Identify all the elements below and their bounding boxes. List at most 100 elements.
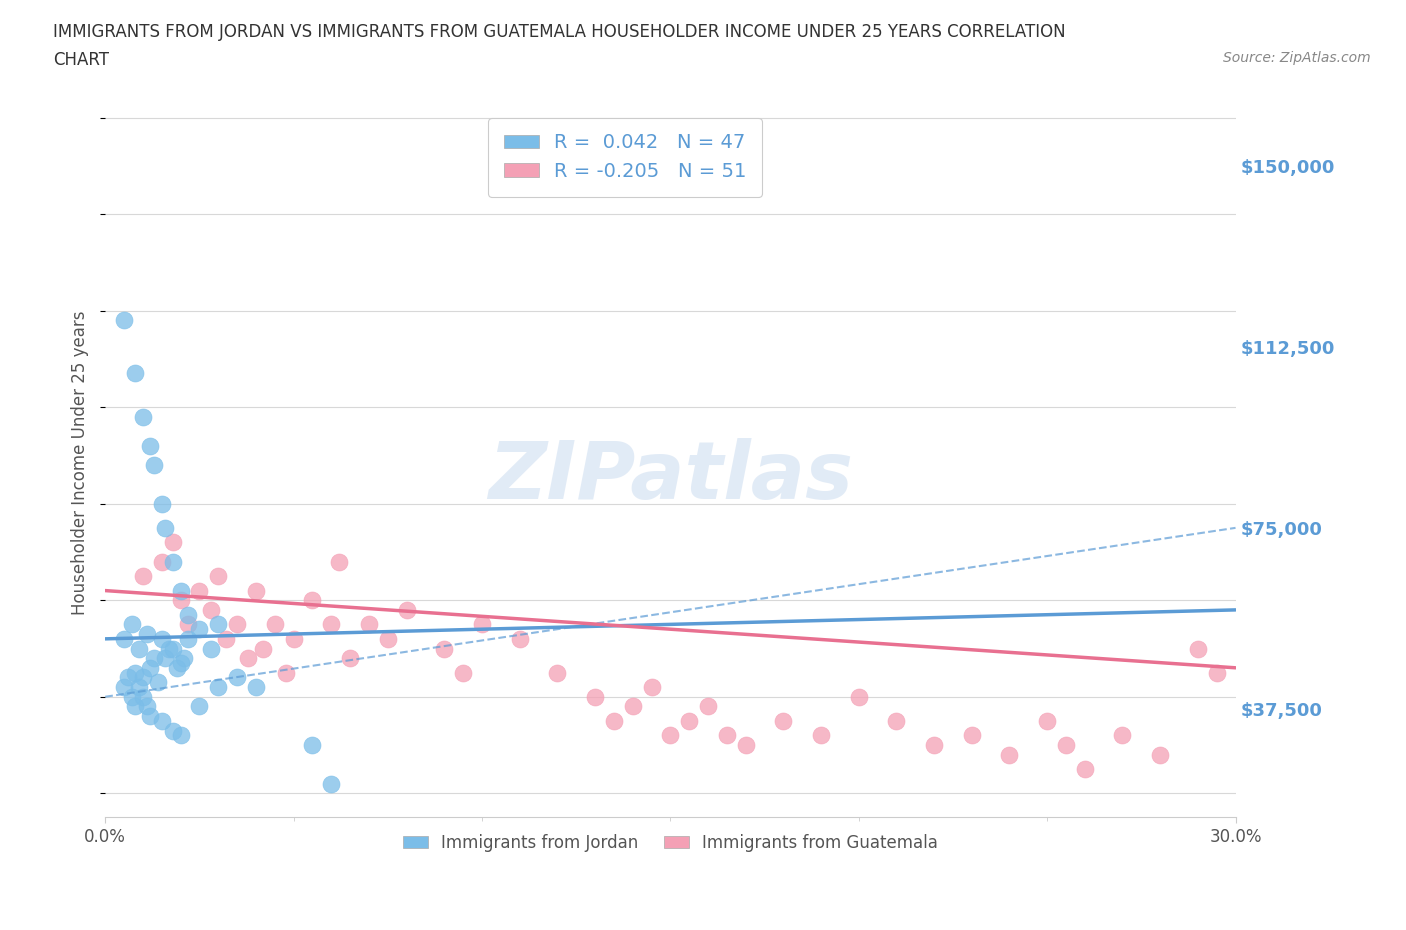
Point [169, 656, 191, 671]
Point [132, 670, 155, 684]
Point [301, 737, 323, 752]
Point [998, 747, 1021, 762]
Point [621, 699, 644, 714]
Point [301, 592, 323, 607]
Point [162, 724, 184, 738]
Point [135, 627, 157, 642]
Point [169, 583, 191, 598]
Point [169, 592, 191, 607]
Point [471, 617, 494, 631]
Point [112, 680, 135, 695]
Point [128, 680, 150, 695]
Point [1111, 728, 1133, 743]
Point [357, 617, 380, 631]
Point [121, 689, 143, 704]
Point [132, 409, 155, 424]
Point [810, 728, 832, 743]
Point [124, 366, 146, 381]
Point [135, 699, 157, 714]
Point [263, 617, 285, 631]
Point [922, 737, 945, 752]
Point [166, 660, 188, 675]
Point [132, 689, 155, 704]
Point [252, 641, 274, 656]
Point [117, 670, 139, 684]
Point [139, 709, 162, 724]
Point [162, 535, 184, 550]
Point [960, 728, 983, 743]
Point [433, 641, 456, 656]
Point [226, 670, 249, 684]
Point [546, 665, 568, 680]
Point [139, 438, 162, 453]
Point [177, 631, 200, 646]
Point [451, 665, 474, 680]
Point [848, 689, 870, 704]
Point [169, 728, 191, 743]
Point [188, 699, 211, 714]
Point [226, 617, 249, 631]
Point [157, 641, 180, 656]
Point [150, 713, 173, 728]
Point [215, 631, 238, 646]
Point [1187, 641, 1209, 656]
Point [112, 631, 135, 646]
Point [321, 777, 343, 791]
Point [238, 651, 260, 666]
Point [1149, 747, 1171, 762]
Point [245, 680, 267, 695]
Point [177, 617, 200, 631]
Point [339, 651, 361, 666]
Point [603, 713, 626, 728]
Point [1054, 737, 1077, 752]
Point [245, 583, 267, 598]
Point [177, 607, 200, 622]
Point [321, 617, 343, 631]
Point [734, 737, 756, 752]
Point [395, 603, 418, 618]
Point [146, 675, 169, 690]
Point [377, 631, 399, 646]
Point [697, 699, 720, 714]
Point [886, 713, 908, 728]
Point [173, 651, 195, 666]
Point [678, 713, 700, 728]
Point [200, 603, 222, 618]
Point [188, 583, 211, 598]
Point [143, 458, 166, 472]
Text: Source: ZipAtlas.com: Source: ZipAtlas.com [1223, 51, 1371, 65]
Point [509, 631, 531, 646]
Point [207, 680, 229, 695]
Point [132, 568, 155, 583]
Point [274, 665, 297, 680]
Point [128, 641, 150, 656]
Text: ZIPatlas: ZIPatlas [488, 438, 853, 516]
Y-axis label: Householder Income Under 25 years: Householder Income Under 25 years [72, 311, 89, 615]
Point [200, 641, 222, 656]
Point [150, 631, 173, 646]
Point [162, 641, 184, 656]
Point [659, 728, 682, 743]
Point [124, 699, 146, 714]
Point [772, 713, 794, 728]
Point [1205, 665, 1227, 680]
Point [155, 521, 177, 536]
Text: CHART: CHART [53, 51, 110, 69]
Point [207, 568, 229, 583]
Point [121, 617, 143, 631]
Point [112, 312, 135, 327]
Point [124, 665, 146, 680]
Point [283, 631, 305, 646]
Point [640, 680, 662, 695]
Point [1074, 762, 1097, 777]
Point [716, 728, 738, 743]
Point [207, 617, 229, 631]
Point [150, 497, 173, 512]
Point [328, 554, 350, 569]
Point [162, 554, 184, 569]
Text: IMMIGRANTS FROM JORDAN VS IMMIGRANTS FROM GUATEMALA HOUSEHOLDER INCOME UNDER 25 : IMMIGRANTS FROM JORDAN VS IMMIGRANTS FRO… [53, 23, 1066, 41]
Point [150, 554, 173, 569]
Point [1036, 713, 1059, 728]
Point [188, 622, 211, 637]
Point [583, 689, 606, 704]
